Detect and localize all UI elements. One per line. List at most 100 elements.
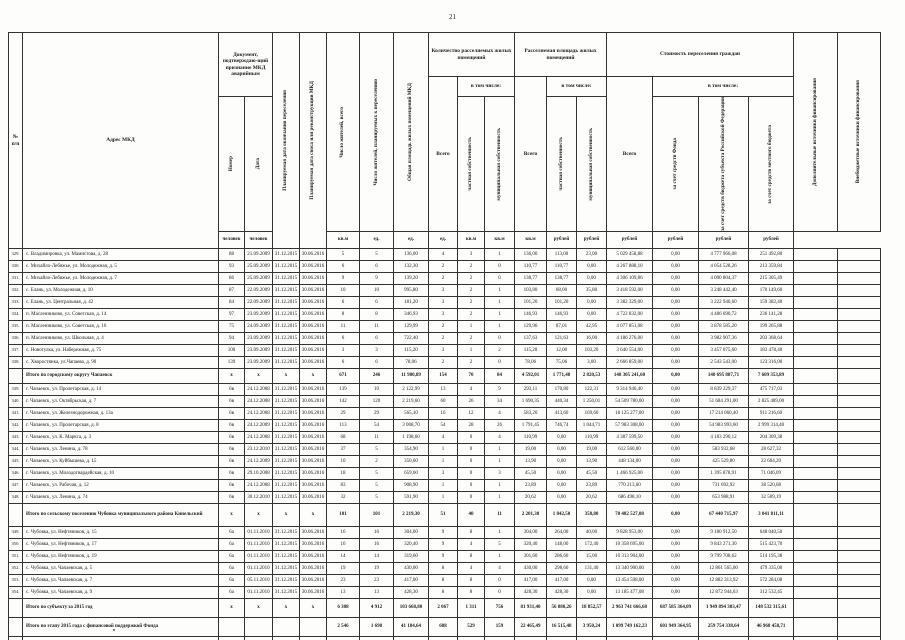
cell-a_m: 35,80: [576, 284, 608, 298]
cell-u_p: 3: [457, 248, 485, 262]
cell-date_end: 31.12.2015: [272, 272, 300, 286]
cell-c_l: 479 335,00: [748, 562, 795, 576]
cell-nonb: [837, 562, 882, 576]
cell-doc_num: 6в: [218, 443, 245, 457]
cell-res_p: 128: [359, 636, 394, 640]
cell-extra: [793, 332, 839, 346]
cell-c_s: 54 983 993,60: [698, 419, 750, 433]
cell-c_l: 123 316,00: [748, 356, 795, 370]
cell-a_t: 13,90: [514, 455, 548, 469]
cell-a_m: 19,00: [576, 443, 608, 457]
header-area-private: частная собственность: [546, 95, 578, 233]
cell-nonb: [837, 419, 882, 433]
cell-c_f: 0,00: [652, 538, 700, 552]
cell-c_f: 0,00: [652, 455, 700, 469]
cell-c_t: 148 305 241,60: [606, 368, 654, 385]
cell-u_t: 1: [428, 491, 458, 505]
cell-a_t: 101,20: [514, 296, 548, 310]
cell-u_m: 1: [483, 308, 516, 322]
cell-res: 6: [326, 332, 360, 346]
cell-res_p: 5: [359, 248, 394, 262]
cell-u_t: 4: [428, 248, 458, 262]
cell-u_p: 4: [457, 562, 485, 576]
header-units-total: Всего: [428, 75, 458, 233]
cell-doc_date: 05.11.2010: [244, 574, 273, 588]
cell-nonb: [837, 467, 882, 481]
cell-a_t: 103,80: [514, 284, 548, 298]
cell-n: 337.: [8, 344, 23, 358]
cell-doc_num: 6в: [218, 407, 245, 421]
cell-res: 113: [326, 419, 360, 433]
cell-doc_date: 30.12.2010: [244, 491, 273, 505]
cell-u_p: 2: [457, 260, 485, 274]
cell-doc_num: 6в: [218, 383, 245, 397]
cell-u_m: 5: [483, 538, 516, 552]
cell-date_end: 31.12.2015: [272, 383, 300, 397]
cell-n: 330.: [8, 260, 23, 274]
cell-date_dem: 30.06.2016: [299, 320, 327, 334]
table-row: 338. с. Хворостянка, ул.Чапаева, д. 90 139…: [8, 356, 882, 370]
cell-a_p: 1 842,50: [546, 503, 578, 528]
cell-a_t: 22 465,49: [514, 617, 548, 638]
cell-u_m: 34: [483, 395, 516, 409]
cell-address: г. Чапаевск, ул. Пролетарская, д. 14: [22, 383, 219, 397]
cell-doc_date: 24.12.2009: [244, 419, 273, 433]
cell-c_l: 38 520,68: [748, 479, 795, 493]
cell-u_m: 0: [483, 332, 516, 346]
cell-date_dem: 30.06.2016: [299, 308, 327, 322]
cell-res: 23: [326, 574, 360, 588]
cell-c_t: 9 828 953,00: [606, 526, 654, 540]
cell-extra: [793, 383, 839, 397]
page-number: 21: [449, 13, 456, 21]
cell-res_p: 1 698: [359, 617, 394, 638]
cell-extra: [793, 344, 839, 358]
cell-nonb: [837, 431, 882, 445]
table-row: 349. с. Чубовка, ул. Нефтяников, д. 15 6а 0…: [8, 526, 882, 540]
header-residents-resettle: Число жителей, планируемых к переселению: [359, 31, 394, 233]
cell-date_dem: 30.06.2016: [299, 296, 327, 310]
cell-date_end: 31.12.2015: [272, 562, 300, 576]
cell-address: с. Новотулка, ул. Набережная, д. 75: [22, 344, 219, 358]
cell-n: 331.: [8, 272, 23, 286]
cell-date_end: 31.12.2015: [272, 356, 300, 370]
cell-u_m: 159: [483, 617, 516, 638]
table-header: № п/п Адрес МКД Документ, подтверждаю-щи…: [8, 31, 882, 250]
cell-c_s: 3 222 946,60: [698, 296, 750, 310]
cell-c_l: 204 309,38: [748, 431, 795, 445]
cell-nonb: [837, 550, 882, 564]
header-cost-group: Стоимость переселения граждан: [606, 32, 795, 77]
cell-doc_num: х: [218, 598, 245, 619]
cell-doc_num: 93: [218, 260, 245, 274]
cell-a_m: 23,89: [576, 479, 608, 493]
cell-c_s: 4 777 966,08: [698, 248, 750, 262]
cell-address: п. Масленниково, ул. Школьная, д. 4: [22, 332, 219, 346]
cell-res: 68: [326, 431, 360, 445]
cell-a_t: 1 690,35: [514, 395, 548, 409]
cell-u_t: 2: [428, 356, 458, 370]
scan-artifact-dot: [113, 629, 115, 631]
cell-n: 351.: [8, 550, 23, 564]
cell-a_p: 101,20: [546, 296, 578, 310]
cell-doc_num: 100: [218, 344, 245, 358]
cell-a_t: 20,62: [514, 491, 548, 505]
cell-c_t: 612 560,00: [606, 443, 654, 457]
cell-area_mkd: 428,30: [393, 586, 429, 600]
cell-u_m: 0: [483, 574, 516, 588]
cell-nonb: [837, 503, 882, 528]
cell-date_dem: 30.06.2016: [299, 419, 327, 433]
table-row: 350. с. Чубовка, ул. Нефтяников, д. 17 6а 0…: [8, 538, 882, 552]
cell-n: 332.: [8, 284, 23, 298]
cell-area_mkd: 139,20: [393, 272, 429, 286]
cell-c_l: 203 368,64: [748, 332, 795, 346]
cell-c_t: 89 898 385,64: [606, 636, 654, 640]
cell-a_t: 23,89: [514, 479, 548, 493]
cell-a_m: 131,40: [576, 562, 608, 576]
cell-c_s: 259 754 338,64: [698, 617, 750, 638]
cell-extra: [793, 395, 839, 409]
cell-address: Итого по сельскому поселению Чубовка мун…: [22, 503, 219, 528]
cell-address: с. Чубовка, ул. Чапаевская, д. 7: [22, 574, 219, 588]
cell-u_p: 1: [457, 344, 485, 358]
cell-u_t: 8: [428, 586, 458, 600]
cell-date_dem: 30.06.2016: [299, 479, 327, 493]
cell-a_p: 146,93: [546, 308, 578, 322]
